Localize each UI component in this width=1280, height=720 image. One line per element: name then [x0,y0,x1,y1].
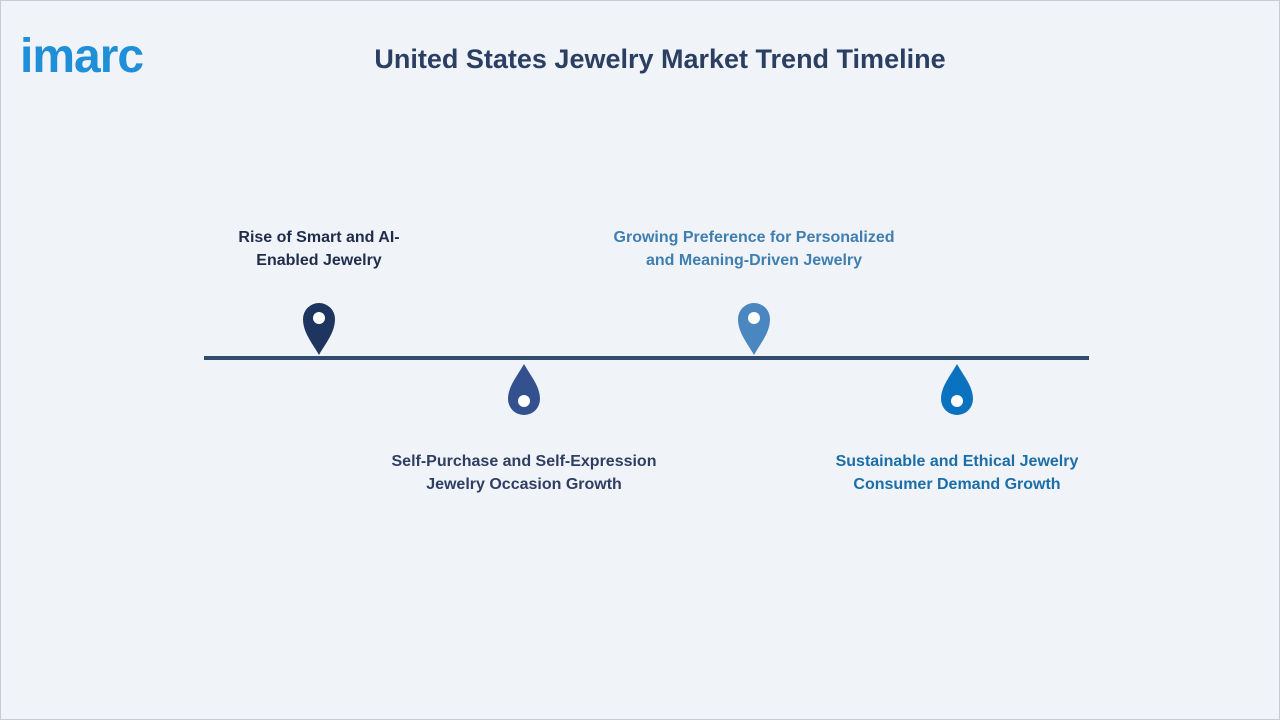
pin [303,303,335,355]
milestone-label: Consumer Demand Growth [853,476,1060,493]
milestone-label: Self-Purchase and Self-Expression [392,453,657,470]
logo: imarc [20,30,143,83]
pin [508,364,540,415]
milestone-label: and Meaning-Driven Jewelry [646,252,862,269]
milestone-label: Rise of Smart and AI- [238,229,399,246]
pin [738,303,770,355]
milestone-label: Sustainable and Ethical Jewelry [836,453,1079,470]
pin [941,364,973,415]
milestone-label: Jewelry Occasion Growth [426,476,622,493]
title: United States Jewelry Market Trend Timel… [374,44,945,74]
milestone-label: Growing Preference for Personalized [614,229,895,246]
milestone-label: Enabled Jewelry [256,252,381,269]
